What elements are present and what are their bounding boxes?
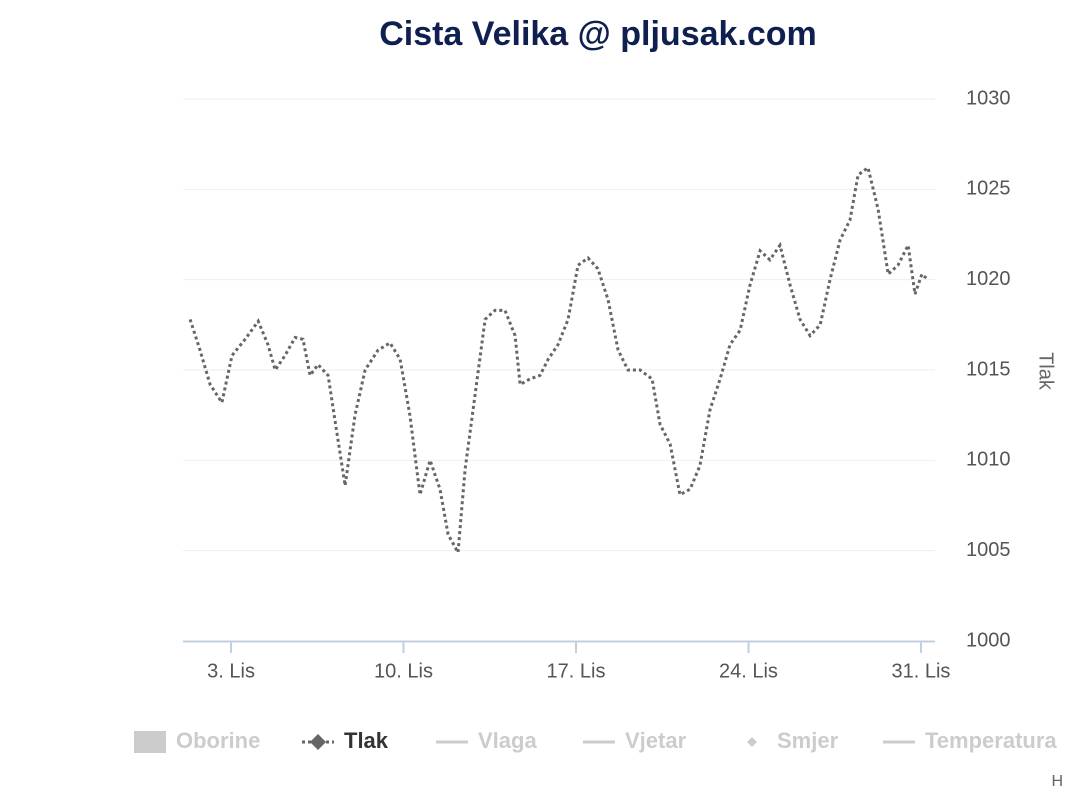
credits[interactable]: H: [1051, 773, 1063, 790]
y-tick-label: 1010: [966, 449, 1011, 471]
x-tick-label: 24. Lis: [719, 660, 778, 682]
x-tick-label: 31. Lis: [891, 660, 950, 682]
legend-label[interactable]: Vjetar: [625, 728, 687, 753]
legend-symbol[interactable]: [134, 731, 166, 753]
series-line: [188, 165, 930, 558]
legend-label[interactable]: Temperatura: [925, 728, 1057, 753]
legend-label[interactable]: Oborine: [176, 728, 260, 753]
x-tick-label: 3. Lis: [207, 660, 255, 682]
y-axis-label: Tlak: [1035, 352, 1057, 391]
legend-label[interactable]: Vlaga: [478, 728, 537, 753]
y-tick-label: 1020: [966, 268, 1011, 290]
y-tick-label: 1000: [966, 629, 1011, 651]
y-tick-label: 1005: [966, 539, 1011, 561]
x-tick-label: 10. Lis: [374, 660, 433, 682]
y-tick-label: 1025: [966, 178, 1011, 200]
x-tick-label: 17. Lis: [547, 660, 606, 682]
y-tick-label: 1015: [966, 358, 1011, 380]
legend-symbol[interactable]: [747, 737, 757, 747]
chart-title: Cista Velika @ pljusak.com: [379, 15, 817, 53]
legend-symbol[interactable]: [310, 734, 326, 750]
legend-label[interactable]: Smjer: [777, 728, 839, 753]
y-tick-label: 1030: [966, 87, 1011, 109]
legend-label[interactable]: Tlak: [344, 728, 389, 753]
